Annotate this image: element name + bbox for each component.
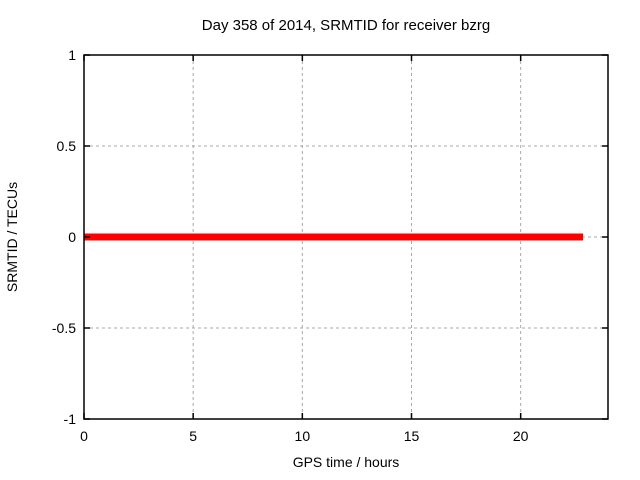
x-tick-label: 0 (80, 428, 88, 444)
x-tick-label: 20 (513, 428, 529, 444)
x-tick-label: 5 (189, 428, 197, 444)
y-tick-label: 0 (68, 229, 76, 245)
x-tick-label: 15 (404, 428, 420, 444)
y-tick-label: 1 (68, 47, 76, 63)
chart-title: Day 358 of 2014, SRMTID for receiver bzr… (202, 17, 490, 34)
y-tick-label: 0.5 (57, 138, 77, 154)
x-axis-label: GPS time / hours (293, 454, 400, 470)
y-tick-label: -1 (64, 411, 77, 427)
tick-layer (83, 54, 608, 420)
x-tick-label: 10 (295, 428, 311, 444)
y-tick-label: -0.5 (52, 320, 76, 336)
tick-label-layer: 0 5 10 15 20 -1 -0.5 0 0.5 1 (52, 47, 529, 444)
y-axis-label: SRMTID / TECUs (4, 182, 20, 292)
